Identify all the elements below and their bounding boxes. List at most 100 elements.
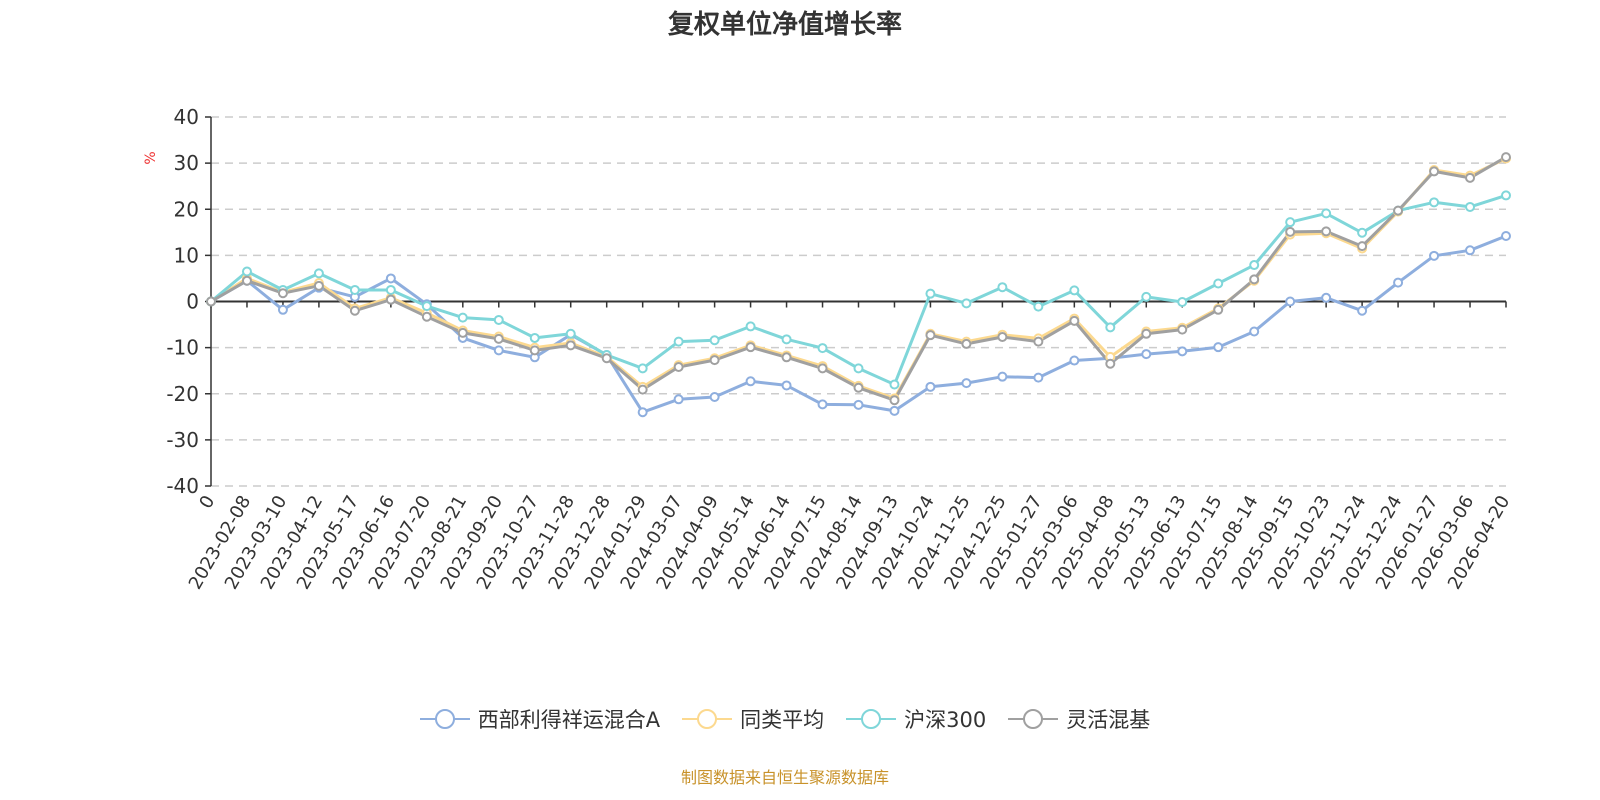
y-tick-label: 40 xyxy=(174,105,199,129)
legend-label: 沪深300 xyxy=(904,708,987,732)
data-point xyxy=(1141,291,1152,302)
legend-label: 同类平均 xyxy=(740,708,825,732)
data-point xyxy=(709,335,720,346)
data-point xyxy=(745,321,756,332)
data-point xyxy=(853,399,864,410)
legend-label: 灵活混基 xyxy=(1066,708,1151,732)
data-point xyxy=(1033,336,1044,347)
data-source-footer: 制图数据来自恒生聚源数据库 xyxy=(680,768,889,787)
data-point xyxy=(241,275,252,286)
data-point xyxy=(1249,260,1260,271)
data-point xyxy=(1501,152,1511,163)
data-point xyxy=(206,296,216,307)
data-point xyxy=(853,382,864,393)
data-point xyxy=(781,334,792,345)
data-point xyxy=(817,399,828,410)
data-point xyxy=(1177,324,1188,335)
data-point xyxy=(673,394,684,405)
data-point xyxy=(1465,245,1476,256)
data-point xyxy=(1069,315,1080,326)
data-point xyxy=(1141,328,1152,339)
data-point xyxy=(817,343,828,354)
data-point xyxy=(889,395,900,406)
data-point xyxy=(853,363,864,374)
data-point xyxy=(1357,305,1368,316)
data-point xyxy=(961,338,972,349)
data-point xyxy=(1465,201,1476,212)
data-point xyxy=(313,268,324,279)
data-point xyxy=(385,294,396,305)
legend-marker-icon xyxy=(682,709,733,729)
data-point xyxy=(1321,226,1332,237)
data-point xyxy=(493,314,504,325)
data-point xyxy=(241,266,252,277)
data-point xyxy=(1393,205,1404,216)
data-point xyxy=(565,340,576,351)
data-point xyxy=(1321,292,1332,303)
data-point xyxy=(925,330,936,341)
data-point xyxy=(1429,250,1440,261)
data-point xyxy=(385,284,396,295)
data-point xyxy=(925,288,936,299)
data-point xyxy=(1321,208,1332,219)
y-tick-label: 20 xyxy=(174,197,199,221)
y-tick-label: -30 xyxy=(166,428,199,452)
data-point xyxy=(673,336,684,347)
data-point xyxy=(493,333,504,344)
data-point xyxy=(1429,197,1440,208)
data-point xyxy=(961,378,972,389)
data-point xyxy=(997,371,1008,382)
data-point xyxy=(1033,372,1044,383)
data-point xyxy=(1105,322,1116,333)
legend-marker-icon xyxy=(1008,709,1059,729)
data-point xyxy=(1501,190,1511,201)
data-point xyxy=(313,280,324,291)
data-point xyxy=(385,273,396,284)
data-point xyxy=(997,332,1008,343)
data-point xyxy=(529,345,540,356)
data-point xyxy=(457,312,468,323)
data-point xyxy=(1249,326,1260,337)
y-tick-label: -10 xyxy=(166,336,199,360)
data-point xyxy=(1429,166,1440,177)
data-point xyxy=(1033,301,1044,312)
x-tick-label: 0 xyxy=(195,492,219,512)
data-point xyxy=(529,332,540,343)
data-point xyxy=(493,345,504,356)
data-point xyxy=(925,381,936,392)
data-point xyxy=(781,380,792,391)
data-point xyxy=(601,353,612,364)
data-point xyxy=(745,342,756,353)
data-point xyxy=(1069,285,1080,296)
data-point xyxy=(1357,241,1368,252)
y-tick-label: -40 xyxy=(166,474,199,498)
y-tick-label: 10 xyxy=(174,243,199,267)
data-point xyxy=(457,327,468,338)
legend: 西部利得祥运混合A 同类平均 沪深300 灵活混基 xyxy=(0,704,1570,734)
data-point xyxy=(1357,227,1368,238)
legend-item[interactable]: 西部利得祥运混合A xyxy=(419,704,661,734)
data-point xyxy=(889,405,900,416)
y-tick-label: 0 xyxy=(186,290,199,314)
data-point xyxy=(817,363,828,374)
legend-item[interactable]: 沪深300 xyxy=(846,704,986,734)
legend-item[interactable]: 灵活混基 xyxy=(1008,704,1150,734)
data-point xyxy=(565,328,576,339)
data-point xyxy=(1177,296,1188,307)
data-point xyxy=(277,304,288,315)
data-point xyxy=(637,407,648,418)
data-point xyxy=(1105,358,1116,369)
data-point xyxy=(637,363,648,374)
data-point xyxy=(889,379,900,390)
data-point xyxy=(349,284,360,295)
data-point xyxy=(745,376,756,387)
legend-label: 西部利得祥运混合A xyxy=(477,708,661,732)
data-point xyxy=(1393,277,1404,288)
data-point xyxy=(673,361,684,372)
legend-item[interactable]: 同类平均 xyxy=(682,704,824,734)
y-axis-unit: % xyxy=(143,151,159,164)
data-point xyxy=(421,311,432,322)
legend-marker-icon xyxy=(419,709,470,729)
chart-title: 复权单位净值增长率 xyxy=(667,10,902,40)
